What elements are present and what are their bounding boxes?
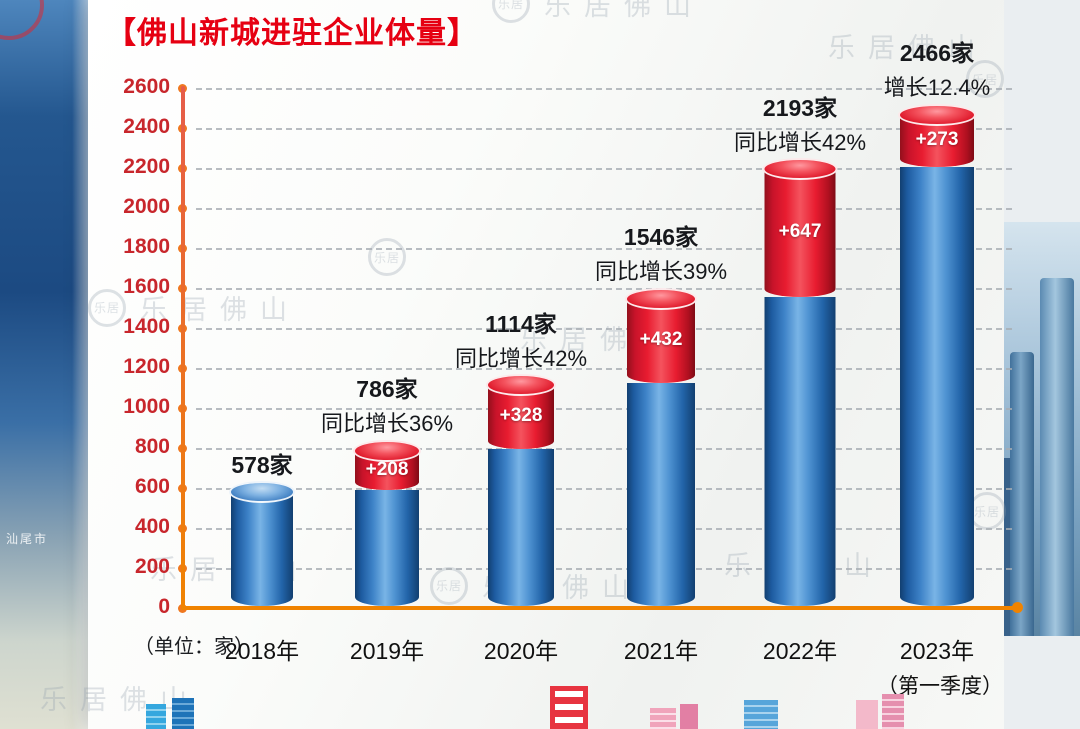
x-axis-label: 2018年 — [224, 638, 300, 664]
gridline — [196, 528, 1012, 530]
page-left-edge-photo: 汕尾市 — [0, 0, 96, 729]
bar-labels: 1114家 同比增长42% — [455, 310, 587, 373]
gridline — [196, 208, 1012, 210]
gridline — [196, 328, 1012, 330]
bar-increase-label: +647 — [778, 221, 822, 243]
bar-cylinder — [229, 481, 295, 606]
building-silhouette — [1010, 352, 1034, 636]
bar-increase-segment: +432 — [625, 287, 697, 384]
bar-increase-segment: +208 — [353, 439, 421, 491]
bar-labels: 2193家 同比增长42% — [734, 94, 866, 157]
y-tick-label: 2200 — [123, 155, 170, 178]
bar-increase-segment: +647 — [762, 158, 838, 297]
bottom-building-icon — [856, 694, 904, 729]
bottom-building-icon — [146, 698, 198, 729]
y-tick-label: 800 — [134, 435, 170, 458]
gridline — [196, 368, 1012, 370]
page-right-edge — [1004, 0, 1080, 729]
bar-cylinder: +432 — [625, 287, 697, 606]
unit-label: （单位：家） — [134, 636, 254, 658]
bar-total-label: 2466家 — [899, 40, 975, 67]
gridline — [196, 448, 1012, 450]
gridline — [196, 128, 1012, 130]
x-axis-sublabel: （第一季度） — [877, 675, 1003, 698]
x-axis-label: 2023年 — [899, 638, 975, 664]
gridline — [196, 168, 1012, 170]
bar-growth-label: 同比增长36% — [320, 411, 454, 437]
y-tick-label: 1800 — [123, 235, 170, 258]
bar-total-label: 1546家 — [623, 224, 699, 251]
bar-base-segment — [627, 383, 695, 606]
bar-increase-label: +432 — [639, 329, 683, 350]
bar-labels: 2466家 增长12.4% — [884, 39, 990, 102]
y-tick-label: 1600 — [123, 275, 170, 298]
bar-growth-label: 同比增长42% — [454, 345, 588, 371]
gridline — [196, 568, 1012, 570]
bottom-crane-icon — [550, 686, 588, 729]
y-axis-line — [181, 86, 185, 610]
bar-growth-label: 增长12.4% — [883, 75, 991, 101]
gridline — [196, 288, 1012, 290]
bar-base-segment — [764, 296, 836, 606]
bar-base-segment — [488, 448, 554, 606]
x-axis-end-dot — [1012, 602, 1023, 613]
bar-increase-segment: +328 — [486, 374, 556, 449]
x-axis-line — [181, 606, 1017, 610]
bar-base-segment — [229, 481, 295, 606]
y-tick-label: 0 — [158, 595, 170, 618]
bar-total-label: 1114家 — [485, 310, 557, 337]
bar-total-label: 786家 — [356, 376, 418, 403]
gridline — [196, 488, 1012, 490]
bottom-building-icon — [744, 700, 778, 729]
y-tick-label: 1400 — [123, 315, 170, 338]
y-tick-label: 2400 — [123, 115, 170, 138]
bottom-building-icon — [650, 704, 698, 729]
y-tick-label: 2600 — [123, 75, 170, 98]
gridline — [196, 408, 1012, 410]
chart-title: 【佛山新城进驻企业体量】 — [106, 17, 478, 50]
bar-growth-label: 同比增长39% — [594, 259, 728, 285]
gridline — [196, 88, 1012, 90]
y-tick-label: 1000 — [123, 395, 170, 418]
y-tick-label: 2000 — [123, 195, 170, 218]
x-axis-label: 2020年 — [483, 638, 559, 664]
bar-total-label: 2193家 — [762, 94, 838, 121]
x-axis-label: 2022年 — [762, 638, 838, 664]
gridline — [196, 248, 1012, 250]
bar-cylinder: +647 — [762, 158, 838, 606]
bar-labels: 1546家 同比增长39% — [595, 223, 727, 286]
bar-increase-segment: +273 — [898, 103, 976, 168]
bar-growth-label: 同比增长42% — [733, 129, 867, 155]
x-axis-label: 2019年 — [349, 638, 425, 664]
y-tick-label: 400 — [134, 515, 170, 538]
bar-increase-label: +328 — [499, 405, 543, 427]
bar-increase-label: +208 — [365, 458, 409, 480]
x-axis-label: 2021年 — [623, 638, 699, 664]
bar-cylinder: +208 — [353, 439, 421, 606]
bar-base-segment — [900, 167, 974, 606]
map-label: 汕尾市 — [6, 532, 49, 546]
y-tick-label: 1200 — [123, 355, 170, 378]
building-silhouette — [1040, 278, 1074, 636]
bar-cylinder: +273 — [898, 103, 976, 606]
bar-labels: 786家 同比增长36% — [321, 375, 453, 438]
bar-base-segment — [355, 490, 419, 606]
bar-labels: 578家 — [231, 451, 292, 481]
bar-total-label: 578家 — [231, 451, 293, 478]
y-tick-label: 600 — [134, 475, 170, 498]
bar-cylinder: +328 — [486, 374, 556, 606]
y-tick-label: 200 — [134, 555, 170, 578]
city-skyline-photo — [1004, 222, 1080, 636]
bar-increase-label: +273 — [915, 129, 959, 151]
